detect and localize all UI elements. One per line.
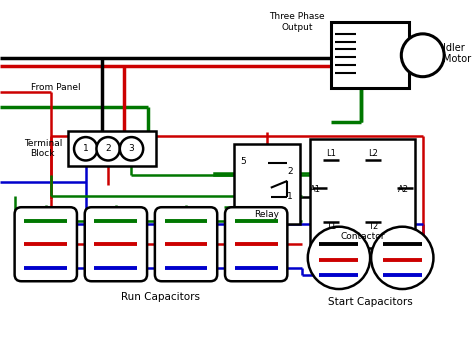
FancyBboxPatch shape	[15, 207, 77, 281]
Circle shape	[74, 137, 97, 161]
Text: 2: 2	[287, 167, 293, 176]
FancyBboxPatch shape	[85, 207, 147, 281]
Text: 5: 5	[241, 157, 246, 166]
Text: 2: 2	[105, 144, 111, 153]
Text: L1: L1	[326, 149, 336, 158]
Text: 1: 1	[83, 144, 89, 153]
Text: 1: 1	[287, 192, 293, 201]
Text: L2: L2	[368, 149, 378, 158]
Bar	[68, 131, 156, 166]
Text: A2: A2	[398, 185, 409, 194]
Circle shape	[308, 227, 370, 289]
Text: Start Capacitors: Start Capacitors	[328, 297, 412, 307]
Text: A1: A1	[310, 185, 321, 194]
Text: Three Phase
Output: Three Phase Output	[269, 12, 325, 32]
Circle shape	[96, 137, 120, 161]
Text: Contactor: Contactor	[340, 232, 384, 241]
Circle shape	[371, 227, 433, 289]
FancyBboxPatch shape	[155, 207, 217, 281]
Text: From Panel: From Panel	[31, 83, 81, 92]
Circle shape	[120, 137, 143, 161]
Bar	[331, 22, 409, 88]
Text: Run Capacitors: Run Capacitors	[121, 292, 200, 302]
Text: Idler
Motor: Idler Motor	[443, 42, 471, 64]
Circle shape	[401, 34, 444, 77]
Text: Terminal
Block: Terminal Block	[24, 139, 62, 158]
Text: T2: T2	[368, 222, 378, 231]
FancyBboxPatch shape	[225, 207, 287, 281]
Text: Relay: Relay	[255, 210, 279, 219]
Bar	[234, 144, 300, 224]
Bar	[310, 139, 415, 248]
Text: T1: T1	[326, 222, 336, 231]
Text: 3: 3	[128, 144, 134, 153]
